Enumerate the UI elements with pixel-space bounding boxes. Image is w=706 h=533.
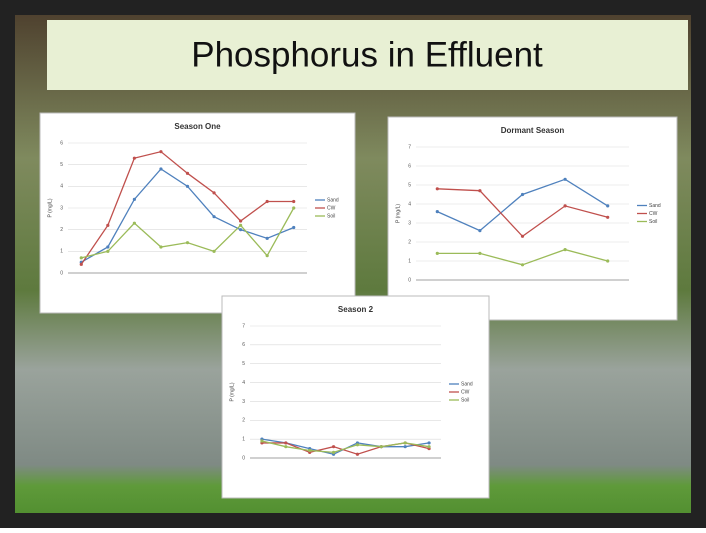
y-tick-label: 1: [242, 436, 245, 442]
y-axis-label: P (mg/L): [395, 204, 401, 223]
data-point: [106, 224, 109, 227]
data-point: [159, 167, 162, 170]
legend-label: Sand: [327, 197, 339, 203]
data-point: [239, 224, 242, 227]
data-point: [266, 200, 269, 203]
y-tick-label: 6: [60, 140, 63, 146]
data-point: [266, 254, 269, 257]
data-point: [266, 237, 269, 240]
data-point: [186, 241, 189, 244]
data-point: [186, 185, 189, 188]
slide-title: Phosphorus in Effluent: [191, 35, 543, 74]
data-point: [356, 443, 359, 446]
data-point: [284, 445, 287, 448]
data-point: [427, 441, 430, 444]
data-point: [80, 256, 83, 259]
data-point: [521, 235, 524, 238]
y-axis-label: P (mg/L): [47, 198, 53, 217]
data-point: [284, 441, 287, 444]
data-point: [80, 263, 83, 266]
data-point: [186, 172, 189, 175]
data-point: [564, 204, 567, 207]
data-point: [478, 229, 481, 232]
data-point: [404, 445, 407, 448]
data-point: [159, 245, 162, 248]
y-tick-label: 2: [242, 418, 245, 424]
data-point: [606, 259, 609, 262]
data-point: [356, 453, 359, 456]
y-tick-label: 1: [60, 249, 63, 255]
chart-title: Season One: [174, 122, 221, 131]
data-point: [564, 248, 567, 251]
data-point: [159, 150, 162, 153]
data-point: [404, 441, 407, 444]
data-point: [239, 219, 242, 222]
y-tick-label: 5: [408, 182, 411, 188]
legend-label: Soil: [461, 397, 469, 403]
data-point: [292, 206, 295, 209]
data-point: [521, 193, 524, 196]
chart-background: [388, 117, 677, 320]
data-point: [380, 445, 383, 448]
data-point: [332, 445, 335, 448]
y-tick-label: 3: [60, 205, 63, 211]
y-axis-label: P (mg/L): [229, 382, 235, 401]
data-point: [106, 250, 109, 253]
y-tick-label: 4: [60, 184, 63, 190]
data-point: [521, 263, 524, 266]
y-tick-label: 6: [408, 163, 411, 169]
y-tick-label: 0: [60, 270, 63, 276]
data-point: [212, 250, 215, 253]
legend-label: Sand: [649, 203, 661, 209]
y-tick-label: 3: [242, 399, 245, 405]
data-point: [106, 245, 109, 248]
data-point: [436, 210, 439, 213]
y-tick-label: 5: [60, 162, 63, 168]
legend-label: CW: [461, 389, 470, 395]
y-tick-label: 7: [242, 323, 245, 329]
data-point: [606, 204, 609, 207]
data-point: [133, 222, 136, 225]
y-tick-label: 7: [408, 144, 411, 150]
data-point: [212, 215, 215, 218]
data-point: [564, 178, 567, 181]
y-tick-label: 0: [408, 277, 411, 283]
data-point: [212, 191, 215, 194]
chart-title: Season 2: [338, 305, 374, 314]
page: {"slide_title": "Phosphorus in Effluent"…: [0, 0, 706, 533]
data-point: [239, 228, 242, 231]
chart: Season One P (mg/L) 0 1 2 3 4 5 6 Sand CW Soil: [40, 113, 355, 313]
data-point: [606, 216, 609, 219]
data-point: [292, 200, 295, 203]
data-point: [133, 157, 136, 160]
data-point: [436, 187, 439, 190]
legend-label: Soil: [327, 213, 335, 219]
chart-title: Dormant Season: [501, 126, 565, 135]
data-point: [133, 198, 136, 201]
slide: Phosphorus in Effluent Season One P (mg/L…: [0, 0, 706, 528]
legend-label: CW: [327, 205, 336, 211]
chart: Season 2 P (mg/L) 0 1 2 3 4 5 6 7 Sand CW Soil: [222, 296, 489, 498]
y-tick-label: 2: [408, 239, 411, 245]
chart: Dormant Season P (mg/L) 0 1 2 3 4 5 6 7 Sand CW Soil: [388, 117, 677, 320]
data-point: [478, 189, 481, 192]
data-point: [292, 226, 295, 229]
y-tick-label: 3: [408, 220, 411, 226]
y-tick-label: 2: [60, 227, 63, 233]
data-point: [427, 445, 430, 448]
data-point: [260, 439, 263, 442]
y-tick-label: 4: [408, 201, 411, 207]
y-tick-label: 5: [242, 361, 245, 367]
legend-label: Soil: [649, 219, 657, 225]
data-point: [478, 252, 481, 255]
y-tick-label: 0: [242, 455, 245, 461]
legend-label: CW: [649, 211, 658, 217]
y-tick-label: 1: [408, 258, 411, 264]
y-tick-label: 6: [242, 342, 245, 348]
legend-label: Sand: [461, 381, 473, 387]
data-point: [308, 449, 311, 452]
data-point: [436, 252, 439, 255]
data-point: [332, 451, 335, 454]
y-tick-label: 4: [242, 380, 245, 386]
